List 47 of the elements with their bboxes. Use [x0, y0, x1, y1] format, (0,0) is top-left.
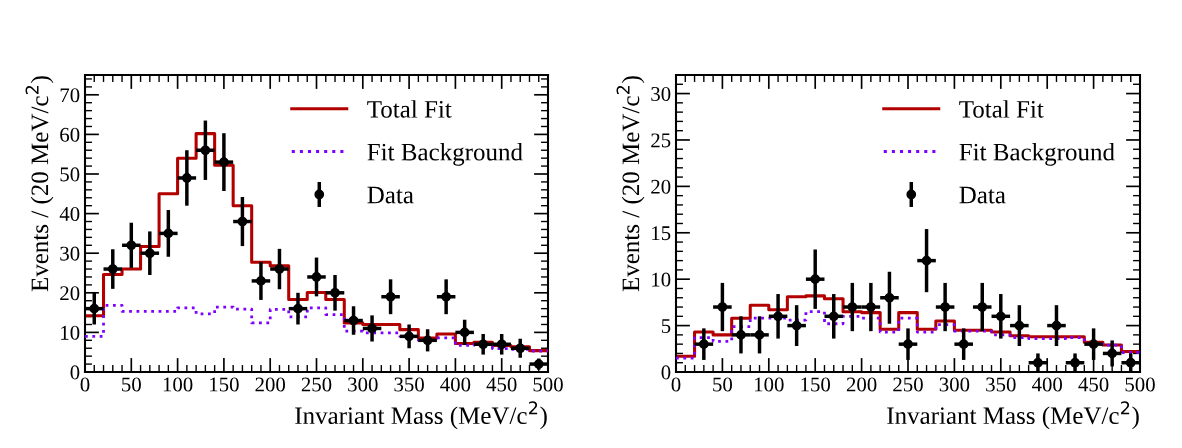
x-tick-label: 450	[486, 377, 517, 392]
y-tick-label: 0	[70, 365, 80, 380]
x-tick-label: 500	[533, 377, 563, 392]
y-tick-label: 30	[651, 86, 671, 101]
x-tick-label: 0	[80, 377, 90, 392]
x-tick-label: 0	[671, 377, 681, 392]
x-tick-label: 300	[939, 377, 970, 392]
y-tick-label: 25	[651, 133, 671, 148]
y-axis-title: Events / (20 MeV/c$^{2}$)	[25, 76, 54, 292]
x-tick-label: 300	[348, 377, 378, 392]
y-tick-label: 15	[652, 226, 671, 241]
x-tick-label: 500	[1125, 377, 1155, 392]
x-tick-label: 450	[1078, 377, 1109, 392]
x-tick-label: 250	[893, 377, 923, 392]
x-tick-label: 50	[122, 377, 141, 392]
y-tick-label: 20	[651, 179, 671, 194]
x-tick-label: 50	[713, 377, 733, 392]
legend-label: Data	[959, 186, 1006, 204]
x-tick-label: 150	[801, 377, 831, 392]
y-tick-label: 10	[652, 272, 671, 287]
y-tick-label: 5	[661, 319, 671, 334]
legend-label: Data	[367, 186, 414, 204]
y-tick-label: 30	[60, 246, 80, 261]
y-tick-label: 0	[661, 365, 671, 380]
x-tick-label: 400	[440, 377, 471, 392]
x-tick-label: 200	[255, 377, 286, 392]
legend-label: Fit Background	[367, 142, 523, 166]
y-tick-label: 10	[61, 325, 80, 340]
x-axis-title: Invariant Mass (MeV/c$^{2}$)	[295, 401, 547, 430]
y-tick-label: 20	[60, 286, 80, 301]
legend-label: Total Fit	[367, 100, 452, 118]
y-tick-label: 70	[60, 88, 80, 103]
x-tick-label: 350	[394, 377, 424, 392]
x-tick-label: 350	[986, 377, 1016, 392]
y-axis-title: Events / (20 MeV/c$^{2}$)	[616, 76, 645, 292]
x-tick-label: 100	[163, 377, 193, 392]
y-tick-label: 50	[60, 167, 80, 182]
legend-label: Fit Background	[959, 142, 1115, 166]
x-tick-label: 250	[301, 377, 332, 392]
y-tick-label: 40	[59, 206, 80, 222]
y-tick-label: 60	[60, 127, 80, 142]
x-axis-title: Invariant Mass (MeV/c$^{2}$)	[887, 401, 1139, 430]
x-tick-label: 400	[1031, 377, 1063, 392]
legend-label: Total Fit	[959, 100, 1044, 118]
x-tick-label: 200	[846, 377, 877, 392]
x-tick-label: 100	[755, 377, 784, 392]
x-tick-label: 150	[210, 377, 239, 392]
